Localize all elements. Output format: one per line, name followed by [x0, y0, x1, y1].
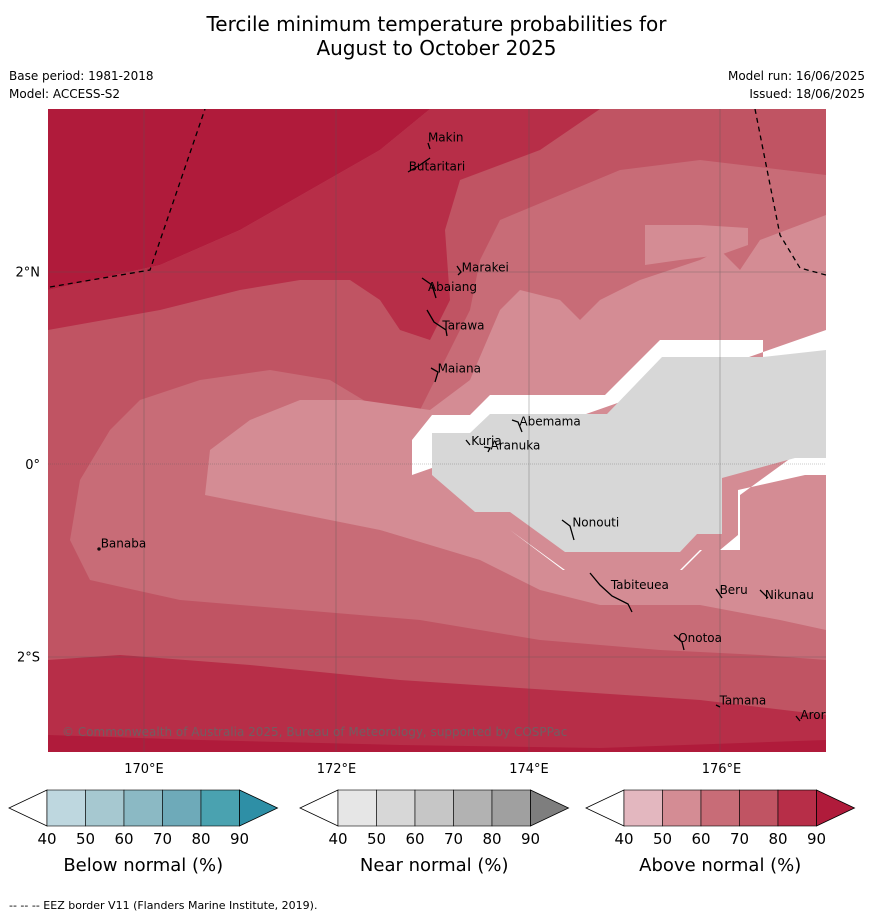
- colorbar-title: Near normal (%): [360, 855, 509, 876]
- colorbar: 40 50 60 70 80 90 Near normal (%): [299, 789, 570, 876]
- colorbar-segment: [739, 789, 779, 827]
- latitude-label: 2°N: [16, 266, 41, 281]
- colorbar-tick: 90: [230, 830, 249, 848]
- contour-90-north: [48, 109, 430, 290]
- colorbar-tick: 70: [730, 830, 749, 848]
- colorbar-title: Above normal (%): [639, 855, 801, 876]
- colorbars: 40 50 60 70 80 90 Below normal (%) 40 50 60 70 80 90…: [8, 789, 856, 876]
- colorbar-tick: 50: [76, 830, 95, 848]
- colorbar-extend-low: [585, 789, 625, 827]
- longitude-label: 176°E: [702, 762, 742, 777]
- island-label: Butaritari: [409, 159, 466, 173]
- title-line-2: August to October 2025: [316, 36, 557, 60]
- latitude-label: 2°S: [17, 651, 40, 666]
- base-period: Base period: 1981-2018: [9, 69, 154, 83]
- colorbar-segment: [337, 789, 377, 827]
- colorbar-extend-high: [239, 789, 279, 827]
- island-label: Marakei: [462, 261, 509, 275]
- island-label: Tabiteuea: [610, 578, 669, 592]
- colorbar-extend-high: [816, 789, 856, 827]
- graticule: [48, 109, 826, 752]
- colorbar-tick: 40: [328, 830, 347, 848]
- longitude-label: 172°E: [317, 762, 357, 777]
- colorbar-tick: 60: [114, 830, 133, 848]
- island-label: Aranuka: [491, 439, 541, 453]
- colorbar-tick: 50: [653, 830, 672, 848]
- island-label: Maiana: [438, 362, 481, 376]
- colorbar-segment: [453, 789, 493, 827]
- colorbar-segment: [200, 789, 240, 827]
- colorbar-title: Below normal (%): [63, 855, 223, 876]
- island-label: Nikunau: [765, 588, 814, 602]
- base-info: Base period: 1981-2018 Model: ACCESS-S2: [9, 67, 154, 103]
- copyright-notice: © Commonwealth of Australia 2025, Bureau…: [62, 725, 567, 739]
- colorbar-segment: [777, 789, 817, 827]
- issued-date: Issued: 18/06/2025: [749, 87, 865, 101]
- colorbar-segment: [491, 789, 531, 827]
- colorbar-tick: 40: [37, 830, 56, 848]
- island-label: Kuria: [471, 434, 502, 448]
- colorbar-tick: 90: [807, 830, 826, 848]
- longitude-labels: 170°E 172°E 174°E 176°E: [124, 762, 741, 777]
- colorbar: 40 50 60 70 80 90 Below normal (%): [8, 789, 279, 876]
- island-label: Tamana: [719, 694, 767, 708]
- title-line-1: Tercile minimum temperature probabilitie…: [206, 12, 667, 36]
- colorbar-tick: 40: [614, 830, 633, 848]
- near-normal-region: [432, 350, 826, 552]
- model-name: Model: ACCESS-S2: [9, 87, 121, 101]
- colorbar-segment: [85, 789, 125, 827]
- probability-map: Makin Butaritari Marakei Abaiang Tarawa Maian…: [48, 109, 840, 752]
- colorbar-segment: [123, 789, 163, 827]
- colorbar-segment: [700, 789, 740, 827]
- island-label: Abemama: [519, 415, 580, 429]
- colorbar-tick: 60: [691, 830, 710, 848]
- colorbar-tick: 60: [405, 830, 424, 848]
- colorbar-extend-high: [530, 789, 570, 827]
- longitude-label: 170°E: [124, 762, 164, 777]
- island-label: Banaba: [101, 537, 147, 551]
- colorbar-tick: 50: [367, 830, 386, 848]
- island-label: Makin: [428, 131, 464, 145]
- colorbar-tick: 80: [768, 830, 787, 848]
- island-label: Abaiang: [428, 280, 477, 294]
- model-run: Model run: 16/06/2025: [727, 69, 865, 83]
- colorbar-extend-low: [8, 789, 48, 827]
- island-label: Onotoa: [678, 631, 722, 645]
- colorbar-segment: [662, 789, 702, 827]
- contour-50-patch: [645, 225, 748, 265]
- eez-border-west: [49, 109, 206, 288]
- colorbar-segment: [46, 789, 86, 827]
- island-label: Nonouti: [572, 516, 619, 530]
- island-label: Beru: [720, 583, 748, 597]
- colorbar-segment: [376, 789, 416, 827]
- colorbar-tick: 80: [191, 830, 210, 848]
- colorbar-extend-low: [299, 789, 339, 827]
- contour-90-south: [48, 735, 826, 752]
- colorbar-segment: [623, 789, 663, 827]
- near-normal-margin: [412, 330, 826, 570]
- contour-80-north: [48, 109, 600, 340]
- map-title: Tercile minimum temperature probabilitie…: [0, 12, 873, 60]
- island-label: Arorae: [800, 708, 840, 722]
- colorbar-tick: 90: [521, 830, 540, 848]
- colorbar: 40 50 60 70 80 90 Above normal (%): [585, 789, 856, 876]
- colorbar-tick: 80: [482, 830, 501, 848]
- island-label: Tarawa: [441, 318, 484, 332]
- island-labels: Makin Butaritari Marakei Abaiang Tarawa Maian…: [101, 131, 840, 723]
- colorbar-tick: 70: [153, 830, 172, 848]
- eez-footnote: -- -- -- EEZ border V11 (Flanders Marine…: [9, 899, 318, 912]
- latitude-labels: 2°N 0° 2°S: [16, 266, 41, 666]
- island-outlines: [97, 142, 801, 722]
- longitude-label: 174°E: [509, 762, 549, 777]
- colorbar-segment: [162, 789, 202, 827]
- latitude-label: 0°: [25, 458, 40, 473]
- colorbar-segment: [414, 789, 454, 827]
- eez-border-east: [754, 109, 826, 276]
- contour-80-south: [48, 655, 826, 752]
- colorbar-tick: 70: [444, 830, 463, 848]
- run-info: Model run: 16/06/2025 Issued: 18/06/2025: [728, 67, 865, 103]
